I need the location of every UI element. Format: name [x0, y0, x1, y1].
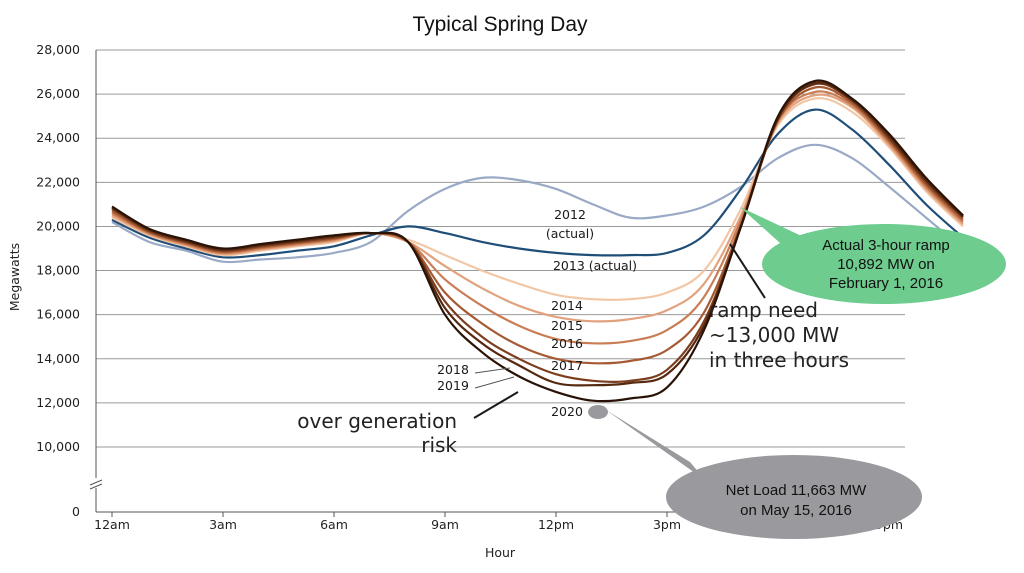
ramp-callout-line1: Actual 3-hour ramp	[822, 237, 950, 254]
series-line-2013-actual	[111, 108, 964, 259]
y-tick-label: 22,000	[36, 174, 80, 189]
ramp-need-label: ramp need	[709, 298, 818, 322]
over-generation-risk-label: risk	[421, 433, 457, 457]
y-tick-label: 28,000	[36, 42, 80, 57]
label-2012: 2012	[554, 207, 586, 222]
series-lines	[111, 79, 964, 403]
x-axis-label: Hour	[485, 545, 516, 560]
x-tick-label: 3pm	[653, 517, 681, 532]
y-tick-label: 10,000	[36, 439, 80, 454]
x-tick-label: 12pm	[538, 517, 574, 532]
series-line-2017	[111, 85, 964, 365]
series-line-2012-actual	[111, 143, 964, 264]
label-2017: 2017	[551, 358, 583, 373]
grid	[96, 49, 905, 448]
x-tick-label: 12am	[94, 517, 130, 532]
label-2019-leader	[474, 376, 515, 389]
y-tick-label: 14,000	[36, 351, 80, 366]
ramp-callout-bubble: Actual 3-hour ramp 10,892 MW on February…	[740, 207, 1006, 304]
ramp-callout-line2: 10,892 MW on	[837, 256, 935, 273]
ramp-amount-label: ~13,000 MW	[709, 323, 839, 347]
series-line-2014	[111, 97, 964, 302]
series-line-2020	[111, 79, 964, 403]
ramp-duration-label: in three hours	[709, 348, 849, 372]
chart-title: Typical Spring Day	[412, 13, 588, 36]
x-tick-label: 3am	[209, 517, 237, 532]
label-2016: 2016	[551, 336, 583, 351]
label-2012-actual: (actual)	[546, 226, 594, 241]
y-axis-label: Megawatts	[7, 243, 22, 311]
y-tick-label: 0	[72, 504, 80, 519]
y-tick-label: 16,000	[36, 307, 80, 322]
label-2019: 2019	[437, 378, 469, 393]
y-tick-label: 20,000	[36, 218, 80, 233]
net-load-callout-bubble: Net Load 11,663 MW on May 15, 2016	[588, 405, 922, 539]
label-2014: 2014	[551, 298, 583, 313]
label-2013: 2013 (actual)	[553, 258, 637, 273]
series-line-2016	[111, 90, 964, 345]
y-tick-label: 24,000	[36, 130, 80, 145]
y-tick-label: 18,000	[36, 263, 80, 278]
over-generation-leader	[473, 391, 519, 419]
ramp-leader	[729, 243, 766, 299]
net-load-callout-line1: Net Load 11,663 MW	[726, 482, 867, 499]
x-tick-label: 6am	[320, 517, 348, 532]
x-tick-label: 9am	[431, 517, 459, 532]
ramp-callout-line3: February 1, 2016	[829, 275, 943, 292]
net-load-callout-line2: on May 15, 2016	[740, 502, 852, 519]
min-point-marker	[588, 405, 608, 419]
label-2020: 2020	[551, 404, 583, 419]
y-tick-labels: 0 10,000 12,000 14,000 16,000 18,000 20,000 22,…	[36, 42, 80, 519]
y-tick-label: 26,000	[36, 86, 80, 101]
label-2015: 2015	[551, 318, 583, 333]
y-tick-label: 12,000	[36, 395, 80, 410]
label-2018: 2018	[437, 362, 469, 377]
label-2018-leader	[474, 367, 511, 374]
axis-break-mark	[89, 478, 103, 490]
over-generation-label: over generation	[297, 409, 457, 433]
